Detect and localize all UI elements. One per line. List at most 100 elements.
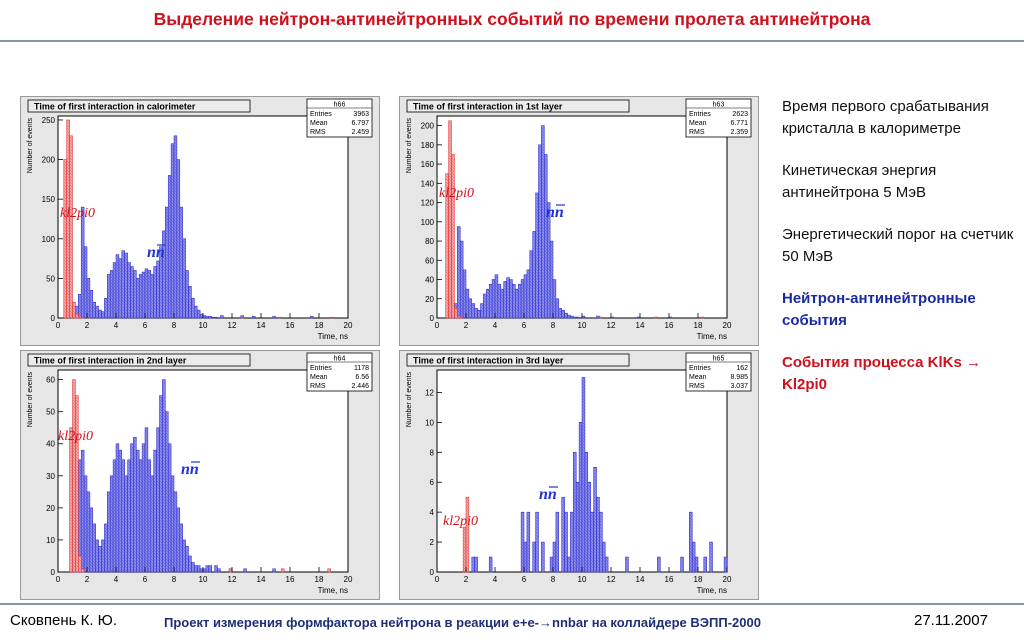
bar [480,303,484,319]
bar [217,568,221,573]
x-tick-label: 14 [257,321,266,330]
bar [535,192,539,319]
bar [654,316,658,319]
bar [517,284,522,319]
bar [451,154,455,319]
bar [272,568,276,573]
y-tick-label: 0 [430,568,435,577]
stats-value: 162 [736,365,748,372]
bar [107,274,111,319]
footer-project: Проект измерения формфактора нейтрона в … [164,615,761,630]
bar [147,459,152,573]
bar [89,290,94,319]
histogram-svg: 0 2 4 6 8 10 12 14 16 18 20 0 10 20 30 40 50 60 Time, ns Nu… [20,350,380,600]
bar [69,427,73,573]
y-tick-label: 60 [425,256,434,265]
bar [532,541,536,573]
bar [459,240,464,319]
bar [471,303,475,319]
y-tick-label: 20 [46,504,55,513]
x-tick-label: 0 [435,321,440,330]
bar [567,314,571,319]
stats-label: Mean [689,120,707,127]
stats-label: RMS [310,383,326,390]
series-kl2pi0 [462,496,470,573]
x-tick-label: 18 [315,575,324,584]
bar [228,568,233,573]
stats-box [306,98,373,138]
bar [474,556,478,573]
x-tick-label: 6 [522,321,527,330]
bar [153,266,157,319]
bar [95,305,99,319]
bar [98,546,102,573]
bar [691,541,696,573]
bar [214,565,218,573]
bar [118,449,123,573]
bar [503,281,507,319]
histogram-title: Time of first interaction in 3rd layer [413,356,564,366]
bar [150,274,154,319]
note-energy-threshold: Энергетический порог на счетчик 50 МэВ [782,226,1014,265]
annotation-nn: nn [539,486,557,503]
bar [95,539,99,573]
bar [488,284,493,319]
bar [205,565,210,573]
bar [144,268,149,319]
x-tick-label: 10 [199,575,208,584]
bar [544,154,548,319]
bar [92,301,96,319]
bar [523,274,528,319]
x-tick-label: 16 [286,321,295,330]
notes-column: Время первого срабатывания кристалла в к… [782,96,1018,416]
y-axis-label: Number of events [27,118,34,174]
y-tick-label: 60 [46,376,55,385]
bar [118,258,123,319]
bar [561,310,565,319]
x-axis-label: Time, ns [318,586,348,595]
bar [523,541,528,573]
note-antineutron-energy: Кинетическая энергия антинейтрона 5 МэВ [782,162,937,201]
bar [115,443,120,573]
y-tick-label: 100 [421,218,435,227]
series-kl2pi0 [63,119,334,319]
x-tick-label: 14 [636,321,645,330]
stats-value: 6.771 [730,120,748,127]
stats-box [306,352,373,392]
y-tick-label: 0 [430,314,435,323]
x-tick-label: 20 [723,321,732,330]
x-tick-label: 14 [257,575,266,584]
bar [694,556,699,573]
bar [104,523,108,573]
y-tick-label: 6 [430,478,435,487]
bar [636,316,641,319]
x-tick-label: 2 [464,575,469,584]
bar [526,511,531,573]
bar [709,541,713,573]
x-tick-label: 14 [636,575,645,584]
x-tick-label: 10 [578,321,587,330]
bar [465,288,470,319]
bar [89,507,94,573]
x-tick-label: 16 [286,575,295,584]
bar [610,316,615,319]
series-nn [72,379,276,573]
x-tick-label: 20 [344,575,353,584]
bar [555,511,560,573]
bar [602,541,606,573]
bar [80,316,85,319]
stats-value: 8.985 [730,374,748,381]
y-axis-label: Number of events [27,372,34,428]
bar [564,312,568,319]
bar [549,240,554,319]
bar [512,284,516,319]
x-tick-label: 4 [114,321,119,330]
histogram-title: Time of first interaction in 1st layer [413,102,563,112]
bar [170,143,175,319]
y-tick-label: 12 [425,388,434,397]
x-tick-label: 4 [493,321,498,330]
slide-title: Выделение нейтрон-антинейтронных событий… [153,9,871,29]
bar [310,316,314,319]
bar [491,279,496,319]
bar [69,135,73,319]
